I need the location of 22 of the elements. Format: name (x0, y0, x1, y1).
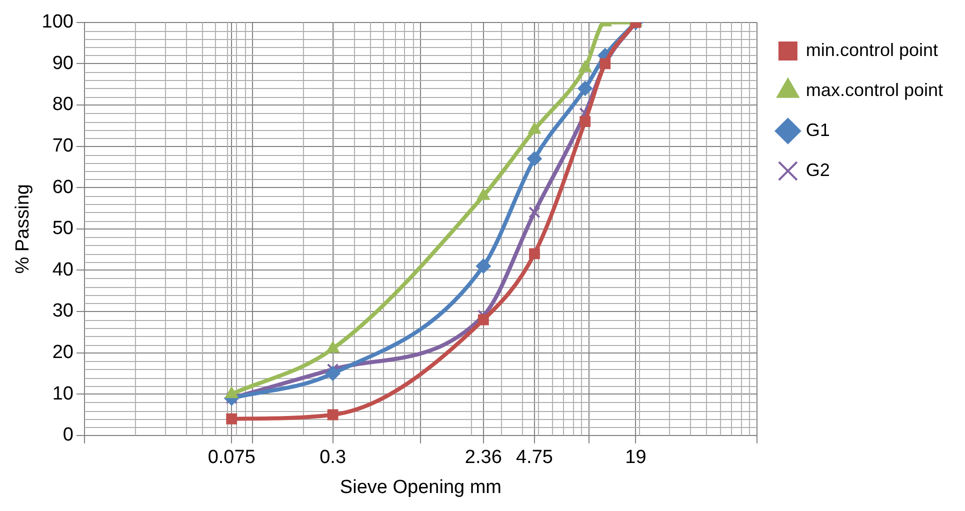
x-axis-title: Sieve Opening mm (340, 476, 502, 498)
y-axis-title: % Passing (12, 184, 34, 274)
y-tick-label: 100 (42, 12, 74, 33)
legend-label: G2 (806, 160, 830, 180)
y-tick-label: 50 (52, 218, 74, 240)
legend-label: max.control point (806, 80, 944, 100)
y-tick-label: 80 (52, 94, 74, 116)
x-tick-label: 19 (625, 447, 646, 468)
legend-label: min.control point (806, 40, 938, 60)
y-tick-label: 40 (52, 259, 74, 280)
y-tick-label: 90 (52, 52, 74, 74)
y-tick-label: 70 (52, 136, 74, 157)
x-tick-label: 0.075 (208, 447, 256, 468)
legend-label: G1 (806, 120, 830, 140)
y-tick-label: 60 (52, 176, 74, 198)
y-tick-label: 10 (52, 383, 74, 404)
y-tick-label: 0 (62, 424, 74, 446)
x-tick-label: 4.75 (516, 447, 553, 468)
x-tick-label: 0.3 (320, 447, 346, 468)
y-tick-label: 20 (52, 342, 74, 364)
y-tick-label: 30 (52, 300, 74, 322)
x-tick-label: 2.36 (464, 447, 502, 468)
